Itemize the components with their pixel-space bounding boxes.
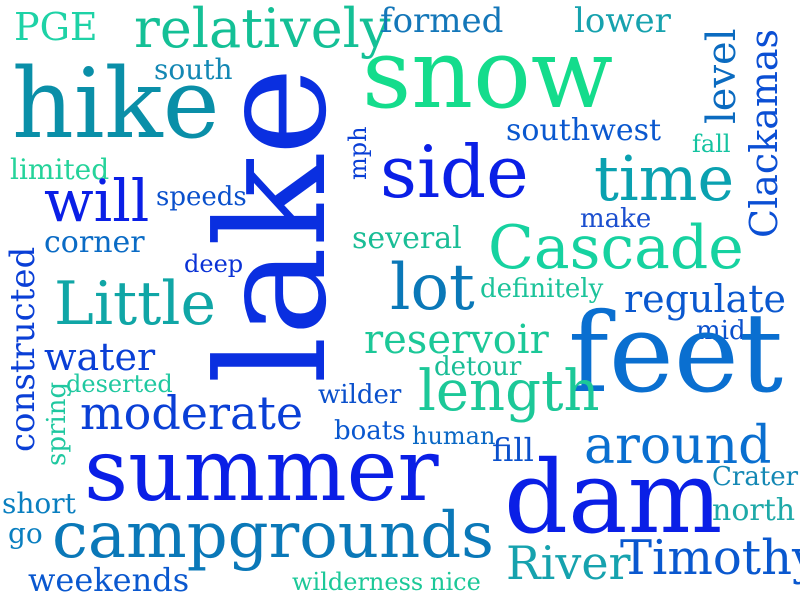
word-deep: deep: [184, 250, 244, 278]
word-side: side: [380, 130, 529, 214]
word-south: south: [154, 53, 233, 86]
word-feet: feet: [568, 289, 784, 417]
word-length: length: [418, 359, 600, 424]
word-lake: lake: [186, 66, 360, 384]
word-reservoir: reservoir: [364, 317, 549, 363]
word-crater: Crater: [712, 462, 799, 492]
word-dam: dam: [504, 439, 723, 556]
word-human: human: [412, 422, 496, 450]
word-short: short: [2, 487, 76, 520]
word-spring: spring: [42, 381, 72, 466]
word-speeds: speeds: [156, 182, 247, 212]
word-fill: fill: [492, 431, 534, 469]
word-snow: snow: [362, 18, 614, 130]
word-detour: detour: [434, 352, 522, 382]
word-formed: formed: [380, 1, 504, 41]
word-go: go: [8, 517, 43, 550]
word-constructed: constructed: [3, 246, 43, 452]
word-north: north: [712, 493, 796, 528]
word-water: water: [44, 335, 156, 379]
word-mph: mph: [344, 126, 372, 180]
word-fall: fall: [692, 130, 731, 158]
word-pge: PGE: [14, 5, 98, 49]
word-corner: corner: [44, 225, 145, 260]
word-nice: nice: [430, 568, 481, 596]
word-campgrounds: campgrounds: [52, 499, 494, 573]
word-several: several: [352, 221, 462, 256]
word-around: around: [584, 416, 772, 476]
word-relatively: relatively: [134, 0, 391, 60]
word-regulate: regulate: [624, 277, 787, 321]
word-southwest: southwest: [506, 113, 662, 148]
word-lower: lower: [574, 1, 671, 41]
word-moderate: moderate: [80, 386, 304, 440]
word-level: level: [699, 28, 745, 124]
word-mid: mid: [696, 316, 746, 346]
word-deserted: deserted: [66, 370, 173, 398]
word-little: Little: [54, 269, 216, 339]
word-will: will: [44, 167, 150, 235]
word-wilder: wilder: [318, 380, 402, 410]
word-summer: summer: [84, 421, 439, 521]
word-cascade: Cascade: [488, 213, 744, 283]
word-make: make: [580, 204, 652, 234]
word-weekends: weekends: [28, 561, 190, 599]
word-timothy: Timothy: [620, 530, 800, 586]
word-limited: limited: [10, 153, 110, 186]
word-definitely: definitely: [480, 274, 604, 304]
word-hike: hike: [12, 48, 220, 160]
word-boats: boats: [334, 416, 406, 446]
word-wilderness: wilderness: [292, 568, 424, 596]
word-time: time: [594, 142, 735, 215]
word-clackamas: Clackamas: [742, 28, 786, 238]
word-lot: lot: [390, 251, 475, 325]
word-river: River: [506, 536, 631, 590]
